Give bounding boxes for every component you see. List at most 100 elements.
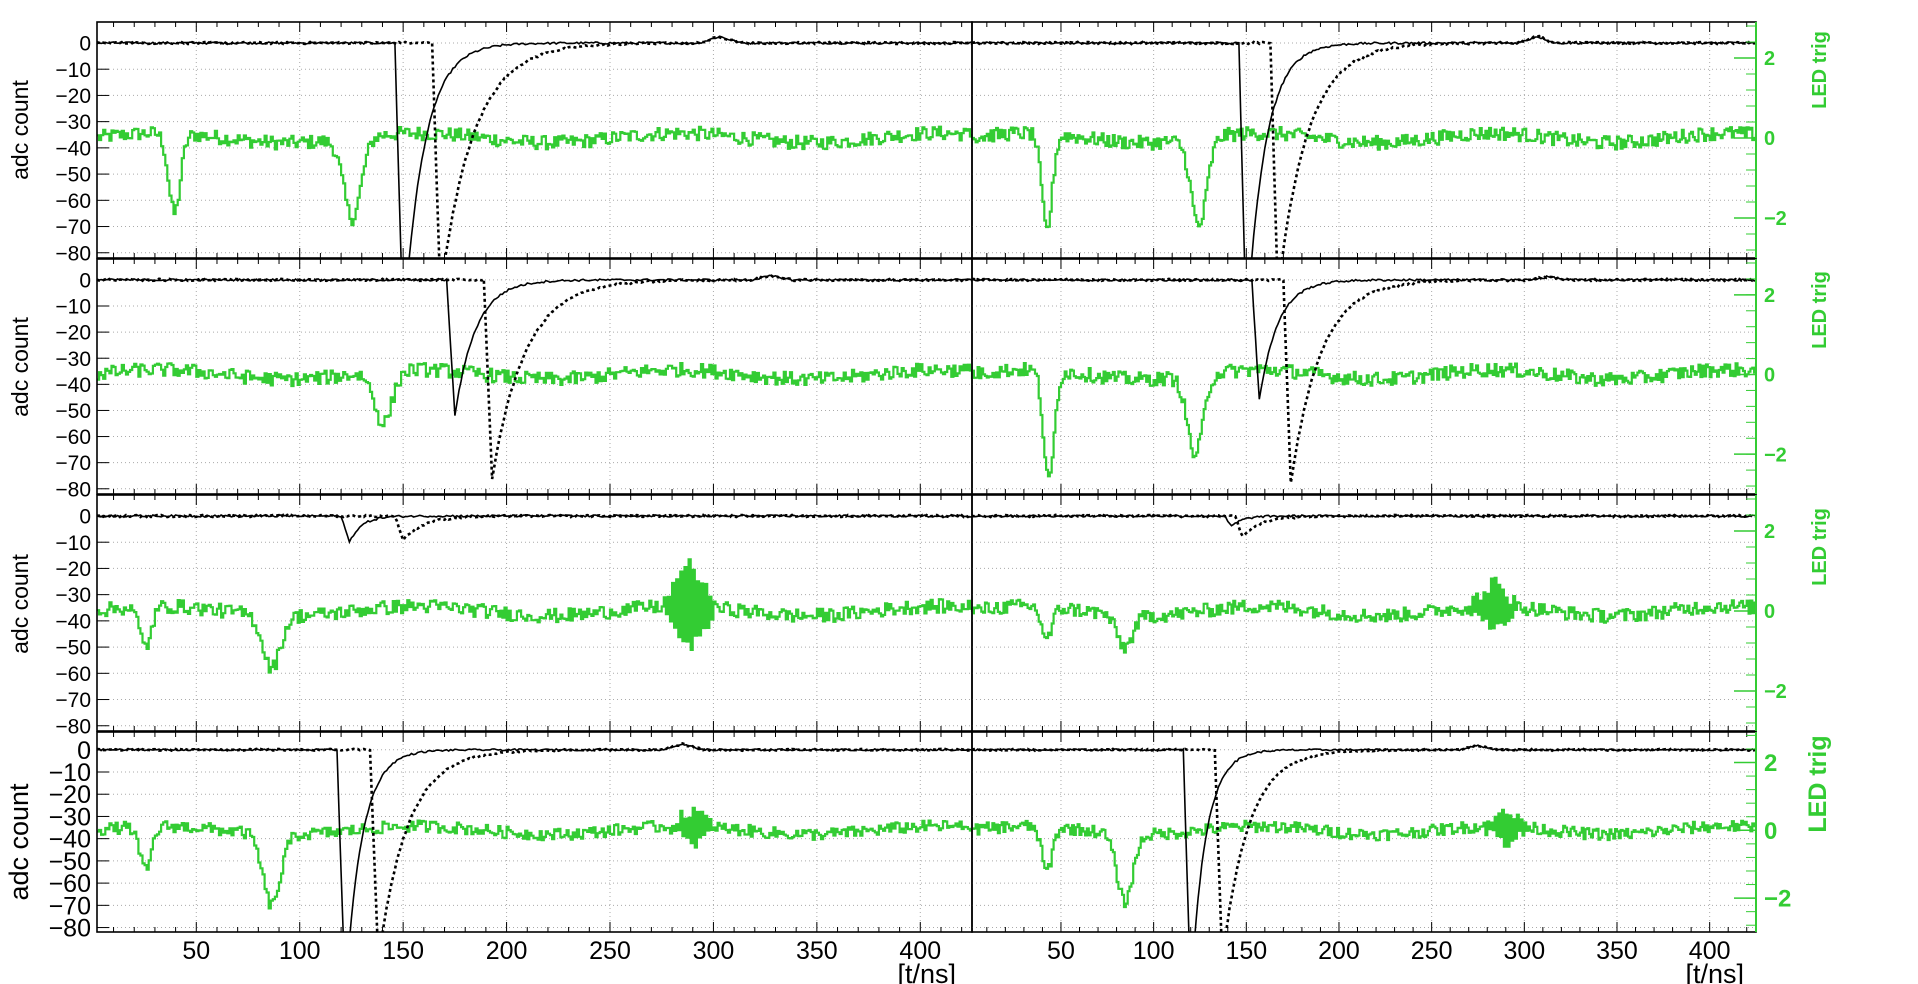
pulse-solid	[972, 744, 1756, 932]
led-tick-label: 0	[1764, 128, 1775, 150]
x-ticks	[986, 22, 1748, 258]
y-tick-label: −10	[55, 296, 91, 319]
plot-area	[97, 742, 972, 932]
ylabel-row-3: adc count	[4, 783, 34, 901]
y-tick-label: 0	[77, 737, 91, 765]
panel-r0-c0: 0 −10 −20 −30 −40 −50 −60 −70 −80	[55, 21, 973, 265]
x-tick-label: 350	[796, 937, 838, 965]
led-tick-label: 0	[1764, 601, 1775, 623]
x-tick-label: 150	[382, 937, 424, 965]
led-tick-label: −2	[1764, 444, 1787, 466]
plot-area	[972, 513, 1756, 654]
led-tick-label: 2	[1764, 521, 1775, 543]
y-tick-label: −50	[55, 400, 91, 423]
led-tick-label: −2	[1764, 208, 1787, 230]
ylabel-row-1: adc count	[7, 317, 33, 417]
led-tick-label: 0	[1764, 365, 1775, 387]
y-tick-label: −10	[55, 59, 91, 82]
y-tick-label: −10	[55, 532, 91, 555]
x-tick-label: 100	[279, 937, 321, 965]
panel-r2-c0: 0 −10 −20 −30 −40 −50 −60 −70 −80	[55, 494, 973, 738]
y-tick-label: −70	[55, 452, 91, 475]
led-tick-label: 2	[1764, 285, 1775, 307]
plot-area	[972, 744, 1756, 932]
y-tick-label: −60	[55, 663, 91, 686]
led-label-row-2: LED trig	[1809, 508, 1831, 586]
pulse-dotted	[97, 742, 972, 932]
led-label-row-0: LED trig	[1809, 31, 1831, 109]
led-label-row-3: LED trig	[1804, 735, 1832, 832]
y-tick-label: −50	[55, 637, 91, 660]
y-tick-label: −30	[49, 803, 91, 831]
x-tick-label: 200	[486, 937, 528, 965]
led-trace	[972, 808, 1756, 909]
plot-area	[972, 275, 1756, 484]
y-tick-label: −70	[49, 892, 91, 920]
led-tick-label: −2	[1764, 681, 1787, 703]
x-tick-label: 250	[589, 937, 631, 965]
panel-frame	[96, 494, 973, 732]
pulse-dotted	[972, 34, 1756, 258]
pulse-solid	[97, 513, 972, 545]
pulse-dotted	[97, 274, 972, 480]
led-tick-label: 2	[1764, 750, 1777, 777]
pulse-solid	[97, 743, 972, 932]
pulse-dotted	[972, 744, 1756, 932]
x-ticks	[113, 22, 963, 258]
pulse-dotted	[972, 513, 1756, 538]
plot-area	[97, 513, 972, 674]
plot-area	[97, 274, 972, 480]
led-trace	[972, 576, 1756, 654]
x-tick-label: 300	[693, 937, 735, 965]
xlabel-right: [t/ns]	[1685, 959, 1744, 984]
ylabel-row-0: adc count	[7, 80, 33, 180]
y-tick-label: −10	[49, 759, 91, 787]
grid	[972, 22, 1756, 258]
pulse-dotted	[972, 275, 1756, 484]
panel-r1-c1: 2 0 −2	[971, 258, 1787, 495]
panel-r3-c1: 2 0 −2 50 100 150 200 250 300 350 400	[971, 731, 1791, 965]
y-tick-label: −40	[55, 137, 91, 160]
pulse-dotted	[97, 513, 972, 544]
y-tick-label: 0	[79, 269, 91, 292]
y-tick-label: −70	[55, 216, 91, 239]
led-trace	[97, 362, 972, 428]
y-tick-label: −60	[55, 426, 91, 449]
pulse-solid	[97, 274, 972, 416]
led-tick-label: 2	[1764, 48, 1775, 70]
ylabel-row-2: adc count	[7, 554, 33, 654]
y-tick-label: −80	[49, 915, 91, 943]
x-tick-label: 150	[1225, 937, 1267, 965]
y-tick-label: −20	[55, 85, 91, 108]
led-trace	[972, 362, 1756, 478]
panel-r3-c0: 0−10−20−30−40−50−60−70−80 50 100 150 200 250 3…	[49, 731, 973, 965]
x-tick-label: 100	[1133, 937, 1175, 965]
x-ticks	[113, 732, 963, 932]
x-tick-label: 200	[1318, 937, 1360, 965]
y-tick-label: −40	[55, 374, 91, 397]
y-tick-label: −80	[55, 242, 91, 265]
x-tick-label: 400	[899, 937, 941, 965]
led-trace	[97, 806, 972, 910]
y-tick-label: −80	[55, 715, 91, 738]
x-ticks	[986, 495, 1748, 731]
pulse-solid	[97, 35, 972, 258]
y-tick-label: 0	[79, 33, 91, 56]
x-tick-label: 50	[1047, 937, 1075, 965]
y-tick-label: −30	[55, 584, 91, 607]
x-tick-label: 400	[1689, 937, 1731, 965]
y-tick-label: −70	[55, 689, 91, 712]
grid	[97, 495, 972, 731]
led-tick-label: −2	[1764, 886, 1791, 913]
y-tick-label: −30	[55, 111, 91, 134]
x-tick-label: 50	[182, 937, 210, 965]
led-trace	[97, 558, 972, 674]
x-tick-label: 250	[1411, 937, 1453, 965]
y-tick-label: −60	[49, 870, 91, 898]
y-tick-label: −40	[49, 826, 91, 854]
plot-area	[97, 35, 972, 258]
pulse-dotted	[97, 35, 972, 258]
x-ticks	[113, 259, 963, 494]
y-tick-label: −60	[55, 190, 91, 213]
